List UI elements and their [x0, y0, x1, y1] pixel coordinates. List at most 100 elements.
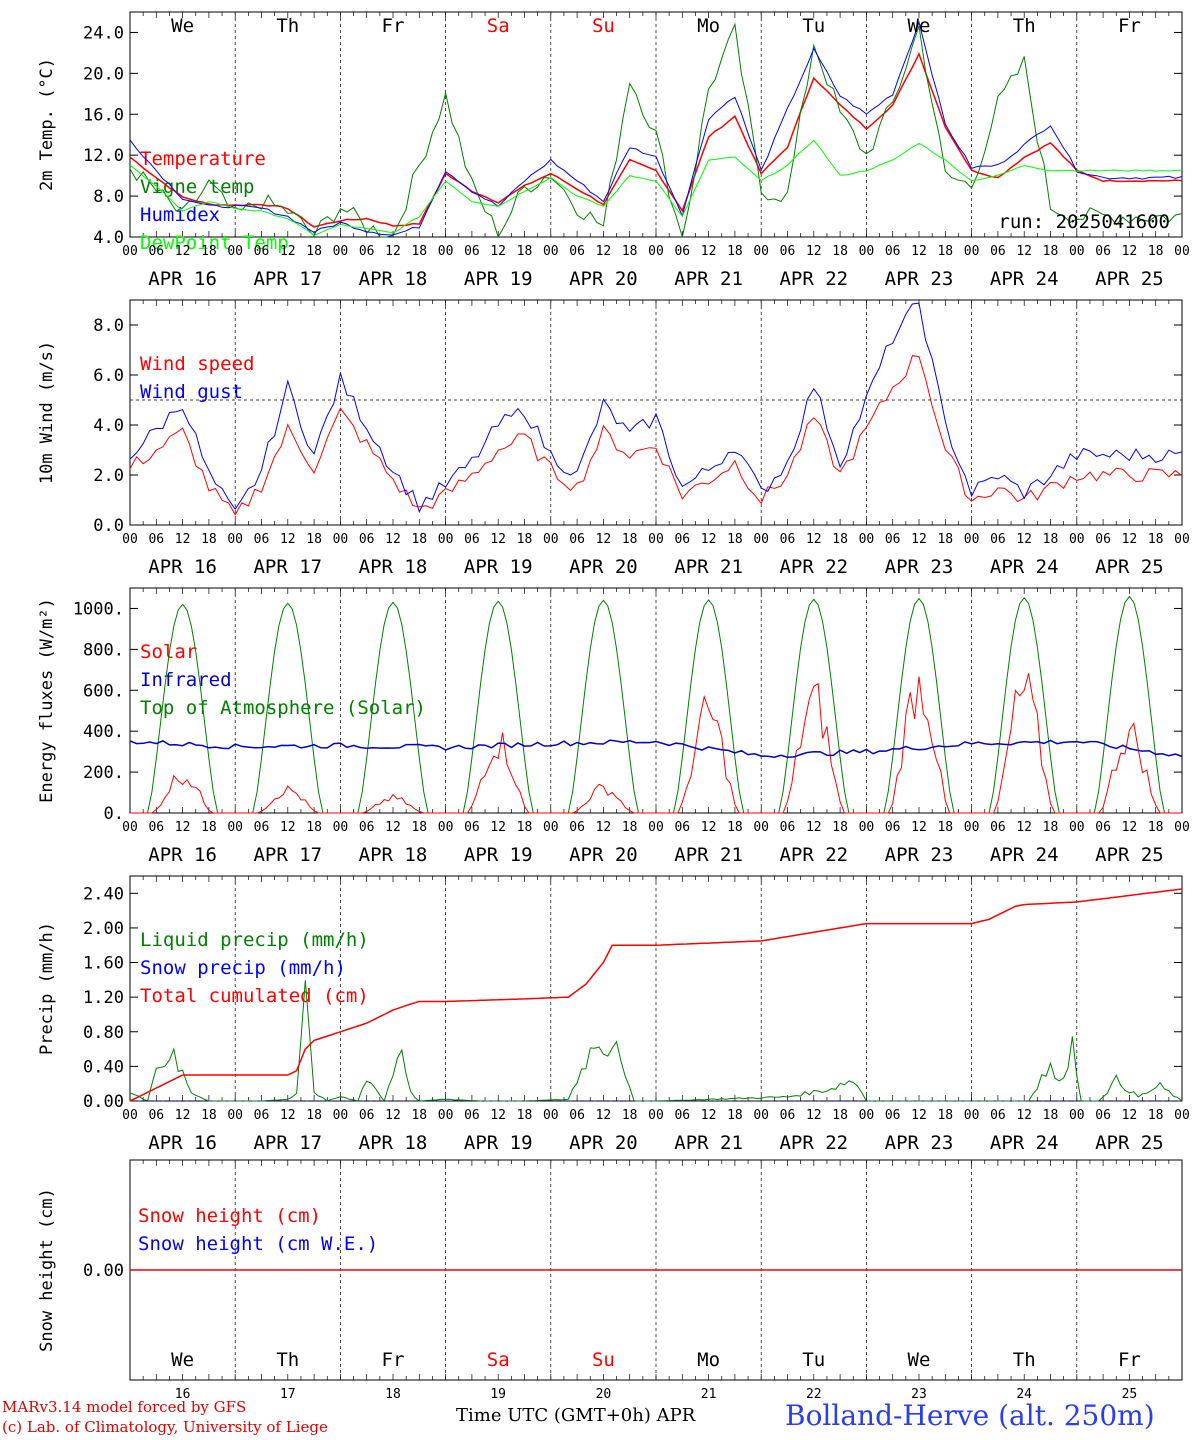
y-tick-label: 4.0	[93, 416, 124, 436]
day-number-label: 25	[1122, 1387, 1138, 1402]
y-tick-label: 2.00	[83, 919, 124, 939]
date-label: APR 21	[674, 1132, 743, 1154]
date-label: APR 17	[253, 268, 322, 290]
hour-tick-label: 18	[1148, 244, 1164, 259]
hour-tick-label: 06	[990, 532, 1006, 547]
y-tick-label: 6.0	[93, 366, 124, 386]
hour-tick-label: 06	[1095, 1108, 1111, 1123]
hour-tick-label: 18	[201, 244, 217, 259]
y-tick-label: 4.0	[93, 228, 124, 248]
hour-tick-label: 12	[701, 820, 717, 835]
hour-tick-label: 06	[569, 1108, 585, 1123]
hour-tick-label: 06	[1095, 244, 1111, 259]
hour-tick-label: 06	[990, 1108, 1006, 1123]
date-label: APR 22	[779, 268, 848, 290]
hour-tick-label: 18	[411, 244, 427, 259]
hour-tick-label: 18	[411, 532, 427, 547]
hour-tick-label: 06	[254, 1108, 270, 1123]
hour-tick-label: 12	[385, 244, 401, 259]
hour-tick-label: 06	[990, 244, 1006, 259]
hour-tick-label: 12	[1122, 820, 1138, 835]
hour-tick-label: 00	[964, 532, 980, 547]
series-line	[129, 22, 1183, 239]
hour-tick-label: 18	[1148, 532, 1164, 547]
y-tick-label: 8.0	[93, 316, 124, 336]
series-line	[129, 355, 1183, 516]
day-number-label: 20	[596, 1387, 612, 1402]
hour-tick-label: 12	[1122, 532, 1138, 547]
hour-tick-label: 18	[727, 1108, 743, 1123]
hour-tick-label: 18	[1043, 532, 1059, 547]
series-line	[129, 139, 1183, 236]
hour-tick-label: 00	[333, 820, 349, 835]
y-tick-label: 0.40	[83, 1057, 124, 1077]
date-label: APR 22	[779, 556, 848, 578]
weekday-label: Mo	[697, 1349, 720, 1371]
date-label: APR 18	[359, 1132, 428, 1154]
hour-tick-label: 00	[964, 1108, 980, 1123]
date-label: APR 25	[1095, 844, 1164, 866]
series-line	[129, 739, 1183, 758]
hour-tick-label: 18	[832, 532, 848, 547]
date-label: APR 23	[885, 1132, 954, 1154]
hour-tick-label: 18	[727, 820, 743, 835]
y-tick-label: 1.60	[83, 954, 124, 974]
hour-tick-label: 00	[753, 820, 769, 835]
y-tick-label: 200.	[83, 763, 124, 783]
time-axis-label: Time UTC (GMT+0h) APR	[456, 1405, 696, 1426]
hour-tick-label: 12	[596, 532, 612, 547]
hour-tick-label: 06	[359, 1108, 375, 1123]
hour-tick-label: 00	[648, 244, 664, 259]
hour-tick-label: 18	[201, 532, 217, 547]
hour-tick-label: 12	[911, 532, 927, 547]
hour-tick-label: 12	[911, 820, 927, 835]
hour-tick-label: 18	[727, 532, 743, 547]
legend-entry: Snow height (cm)	[138, 1205, 321, 1227]
weekday-label: Sa	[487, 1349, 510, 1371]
date-label: APR 19	[464, 268, 533, 290]
hour-tick-label: 12	[1016, 1108, 1032, 1123]
date-label: APR 18	[359, 556, 428, 578]
y-axis-label: Energy fluxes (W/m²)	[37, 598, 57, 803]
hour-tick-label: 18	[1043, 820, 1059, 835]
series-line	[129, 302, 1183, 514]
hour-tick-label: 00	[964, 820, 980, 835]
date-label: APR 21	[674, 844, 743, 866]
weekday-label: Th	[276, 1349, 299, 1371]
date-label: APR 17	[253, 556, 322, 578]
legend-entry: Solar	[140, 641, 197, 663]
weekday-label: Tu	[802, 15, 825, 37]
date-label: APR 23	[885, 556, 954, 578]
day-number-label: 24	[1016, 1387, 1032, 1402]
hour-tick-label: 06	[464, 532, 480, 547]
hour-tick-label: 18	[622, 1108, 638, 1123]
hour-tick-label: 00	[753, 1108, 769, 1123]
hour-tick-label: 00	[543, 532, 559, 547]
hour-tick-label: 18	[832, 244, 848, 259]
date-label: APR 20	[569, 268, 638, 290]
hour-tick-label: 12	[806, 244, 822, 259]
credit-line-2: (c) Lab. of Climatology, University of L…	[2, 1418, 328, 1436]
hour-tick-label: 00	[1069, 820, 1085, 835]
y-tick-label: 0.	[104, 804, 124, 824]
series-line	[129, 20, 1183, 236]
date-label: APR 20	[569, 844, 638, 866]
hour-tick-label: 00	[859, 532, 875, 547]
hour-tick-label: 12	[385, 532, 401, 547]
hour-tick-label: 06	[148, 244, 164, 259]
hour-tick-label: 18	[937, 1108, 953, 1123]
date-label: APR 23	[885, 268, 954, 290]
hour-tick-label: 06	[885, 820, 901, 835]
hour-tick-label: 00	[333, 1108, 349, 1123]
hour-tick-label: 18	[201, 820, 217, 835]
hour-tick-label: 00	[1069, 244, 1085, 259]
hour-tick-label: 18	[1043, 244, 1059, 259]
legend-entry: Liquid precip (mm/h)	[140, 929, 369, 951]
y-axis-label: Precip (mm/h)	[37, 922, 57, 1055]
hour-tick-label: 00	[648, 1108, 664, 1123]
hour-tick-label: 12	[280, 244, 296, 259]
date-label: APR 19	[464, 1132, 533, 1154]
hour-tick-label: 18	[306, 244, 322, 259]
hour-tick-label: 18	[1043, 1108, 1059, 1123]
panel-3: 0. 200. 400. 600. 800. 1000. Energy fluxes (W/…	[37, 587, 1190, 866]
